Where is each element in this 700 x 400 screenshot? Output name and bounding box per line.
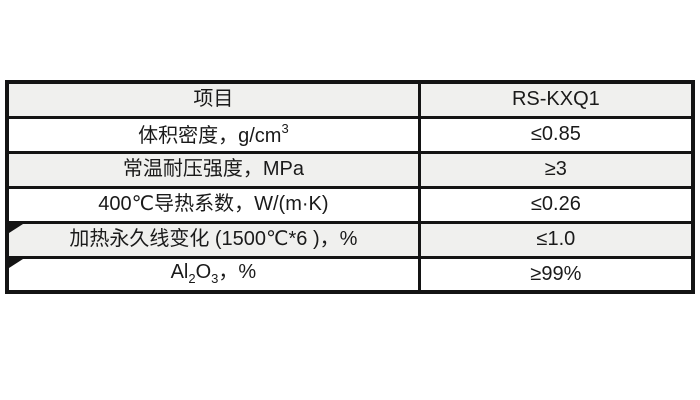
property-text-segment: 3: [281, 120, 289, 136]
property-cell: 体积密度，g/cm3: [5, 115, 421, 154]
table-row: 体积密度，g/cm3 ≤0.85: [5, 115, 695, 154]
property-text-segment: 400℃导热系数，W/(m·K): [98, 193, 329, 215]
header-cell-property: 项目: [5, 80, 421, 119]
value-cell: ≥3: [417, 150, 695, 189]
property-text-segment: Al: [170, 261, 189, 284]
value-cell: ≤1.0: [417, 220, 695, 259]
header-cell-grade: RS-KXQ1: [417, 80, 695, 119]
table-header-row: 项目 RS-KXQ1: [5, 80, 695, 119]
value-cell: ≤0.85: [417, 115, 695, 154]
property-text-segment: 体积密度，g/cm: [138, 124, 282, 147]
property-text-segment: O: [195, 261, 212, 284]
property-text-segment: 2: [188, 271, 196, 287]
value-cell: ≥99%: [417, 255, 695, 294]
corner-fold-mark: [9, 258, 23, 268]
property-text-segment: 3: [211, 271, 219, 287]
property-cell: Al2O3，%: [5, 255, 421, 294]
spec-table: 项目 RS-KXQ1 体积密度，g/cm3 ≤0.85 常温耐压强度，MPa ≥3 40…: [5, 80, 695, 294]
property-text-segment: 加热永久线变化 (1500℃*6 )，%: [69, 228, 358, 250]
value-cell: ≤0.26: [417, 185, 695, 224]
property-cell: 加热永久线变化 (1500℃*6 )，%: [5, 220, 421, 259]
table-row: 常温耐压强度，MPa ≥3: [5, 150, 695, 189]
property-text-segment: ，%: [218, 261, 257, 284]
corner-fold-mark: [9, 223, 23, 233]
table-row: 400℃导热系数，W/(m·K) ≤0.26: [5, 185, 695, 224]
table-row: Al2O3，% ≥99%: [5, 255, 695, 294]
property-cell: 400℃导热系数，W/(m·K): [5, 185, 421, 224]
table-row: 加热永久线变化 (1500℃*6 )，% ≤1.0: [5, 220, 695, 259]
table-body: 体积密度，g/cm3 ≤0.85 常温耐压强度，MPa ≥3 400℃导热系数，W/(m…: [5, 115, 695, 294]
property-text-segment: 常温耐压强度，MPa: [122, 158, 304, 180]
property-cell: 常温耐压强度，MPa: [5, 150, 421, 189]
